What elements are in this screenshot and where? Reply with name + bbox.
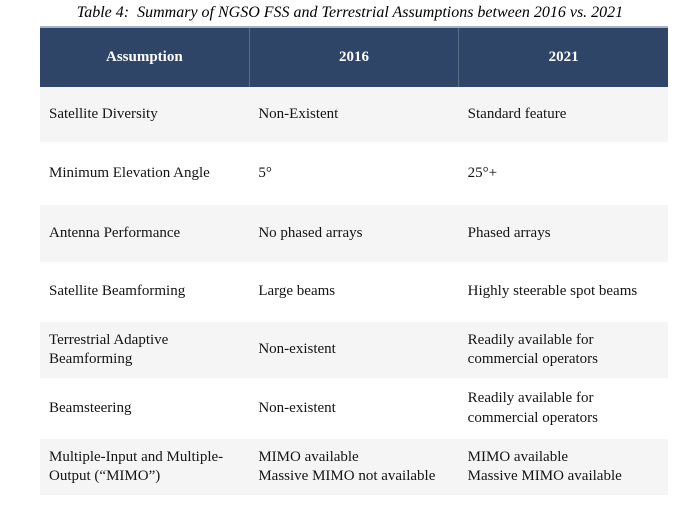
cell-assumption: Beamsteering: [49, 399, 132, 416]
cell-2021: MIMO available Massive MIMO available: [467, 448, 622, 485]
assumptions-table: Assumption 2016 2021 Satellite Diversity…: [40, 26, 668, 495]
table-header-row: Assumption 2016 2021: [40, 26, 668, 87]
cell-2021: Readily available for commercial operato…: [467, 390, 599, 426]
cell-2021: 25°+: [467, 164, 498, 181]
table-row: Terrestrial Adaptive Beamforming Non-exi…: [40, 322, 668, 378]
cell-2016: Non-Existent: [258, 105, 339, 122]
table-row: Multiple-Input and Multiple- Output (“MI…: [40, 439, 668, 495]
cell-assumption: Antenna Performance: [49, 224, 181, 241]
column-header-assumption: Assumption: [105, 49, 183, 65]
cell-2016: Non-existent: [258, 341, 336, 358]
column-header-2016: 2016: [248, 28, 459, 87]
cell-2016: Large beams: [258, 283, 336, 300]
cell-assumption: Terrestrial Adaptive Beamforming: [49, 331, 169, 368]
cell-2021: Highly steerable spot beams: [467, 283, 638, 300]
cell-2016: No phased arrays: [258, 224, 363, 241]
column-header-2021: 2021: [458, 28, 668, 87]
cell-assumption: Multiple-Input and Multiple- Output (“MI…: [49, 448, 224, 485]
table-row: Antenna Performance No phased arrays Pha…: [40, 205, 668, 262]
table-row: Satellite Diversity Non-Existent Standar…: [40, 87, 668, 142]
cell-2016: Non-existent: [258, 399, 336, 416]
cell-assumption: Satellite Beamforming: [49, 283, 186, 300]
cell-2021: Standard feature: [467, 105, 567, 122]
cell-2021: Phased arrays: [467, 224, 551, 241]
table-row: Minimum Elevation Angle 5° 25°+: [40, 142, 668, 205]
cell-assumption: Satellite Diversity: [49, 105, 158, 122]
cell-2016: MIMO available Massive MIMO not availabl…: [258, 448, 436, 485]
cell-2016: 5°: [258, 164, 272, 181]
table-row: Beamsteering Non-existent Readily availa…: [40, 378, 668, 439]
table-row: Satellite Beamforming Large beams Highly…: [40, 262, 668, 322]
cell-2021: Readily available for commercial operato…: [467, 331, 599, 368]
cell-assumption: Minimum Elevation Angle: [49, 164, 210, 181]
table-caption: Table 4: Summary of NGSO FSS and Terrest…: [76, 4, 624, 21]
